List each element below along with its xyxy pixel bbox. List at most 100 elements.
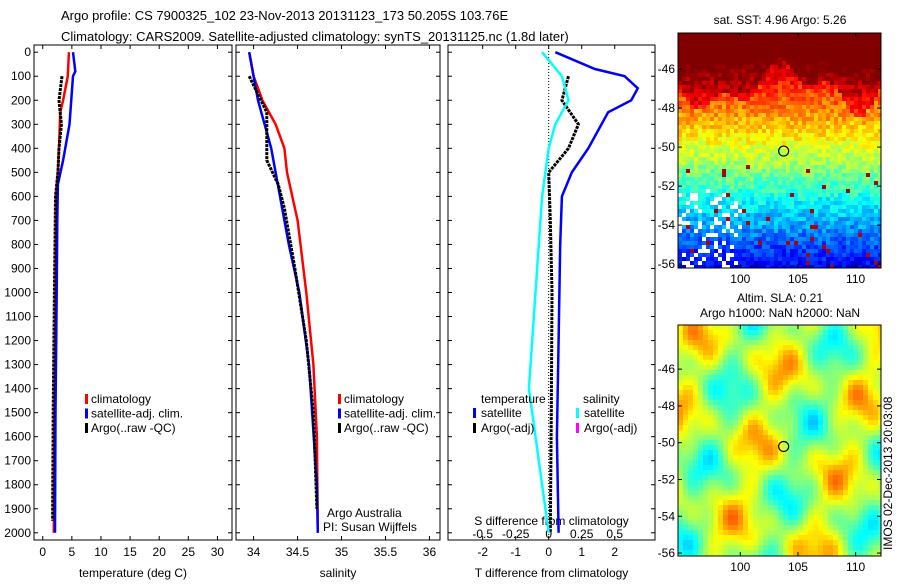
map-cell [786,217,790,221]
map-cell [838,85,842,89]
map-cell [842,105,846,109]
map-cell [842,73,846,77]
map-cell [708,485,713,490]
map-cell [718,233,722,237]
map-cell [688,445,693,450]
map-cell [786,157,790,161]
map-cell [850,93,854,97]
map-cell [834,117,838,121]
map-cell [786,61,790,65]
map-cell [742,129,746,133]
map-cell [863,325,868,330]
map-cell [770,161,774,165]
map-cell [748,515,753,520]
map-cell [738,495,743,500]
map-cell [710,217,714,221]
map-cell [803,410,808,415]
map-cell [730,45,734,49]
map-cell [846,117,850,121]
map-cell [774,217,778,221]
map-cell [862,37,866,41]
map-cell [834,185,838,189]
map-cell [686,173,690,177]
map-cell [738,450,743,455]
map-cell [843,450,848,455]
map-cell [778,365,783,370]
map-cell [693,510,698,515]
map-cell [762,113,766,117]
map-cell [834,181,838,185]
map-cell [702,105,706,109]
map-cell [758,485,763,490]
map-cell [686,73,690,77]
map-cell [783,355,788,360]
map-cell [714,257,718,261]
map-cell [858,395,863,400]
map-cell [726,177,730,181]
map-cell [718,69,722,73]
map-cell [803,520,808,525]
map-cell [828,480,833,485]
map-cell [742,101,746,105]
map-cell [846,89,850,93]
map-cell [683,515,688,520]
map-cell [762,121,766,125]
map-cell [862,225,866,229]
map-cell [813,415,818,420]
map-cell [678,101,682,105]
map-cell [750,61,754,65]
map-cell [718,89,722,93]
map-cell [683,425,688,430]
map-cell [730,241,734,245]
map-cell [803,355,808,360]
map-cell [854,209,858,213]
map-cell [723,505,728,510]
map-cell [766,229,770,233]
map-cell [794,93,798,97]
map-cell [706,149,710,153]
map-cell [874,73,878,77]
map-cell [730,137,734,141]
map-cell [826,41,830,45]
map-cell [718,500,723,505]
map-cell [734,241,738,245]
map-cell [686,133,690,137]
map-cell [778,233,782,237]
map-cell [686,105,690,109]
y-tick-label: 1000 [4,286,31,300]
map-cell [682,201,686,205]
map-cell [733,455,738,460]
map-cell [794,193,798,197]
map-cell [778,253,782,257]
map-cell [734,97,738,101]
map-cell [714,65,718,69]
map-cell [783,530,788,535]
map-cell [738,105,742,109]
map-cell [788,375,793,380]
map-cell [846,41,850,45]
map-cell [718,153,722,157]
map-cell [753,470,758,475]
map-cell [830,65,834,69]
map-cell [710,113,714,117]
map-cell [808,450,813,455]
map-cell [802,113,806,117]
map-cell [734,165,738,169]
map-cell [758,261,762,265]
map-cell [702,213,706,217]
map-cell [694,69,698,73]
map-cell [683,505,688,510]
map-cell [783,340,788,345]
map-cell [683,520,688,525]
map-cell [813,425,818,430]
map-cell [698,53,702,57]
map-cell [708,335,713,340]
map-cell [758,89,762,93]
map-cell [682,225,686,229]
map-cell [694,33,698,37]
map-cell [870,53,874,57]
map-cell [793,400,798,405]
map-cell [748,410,753,415]
map-cell [834,245,838,249]
map-cell [728,425,733,430]
